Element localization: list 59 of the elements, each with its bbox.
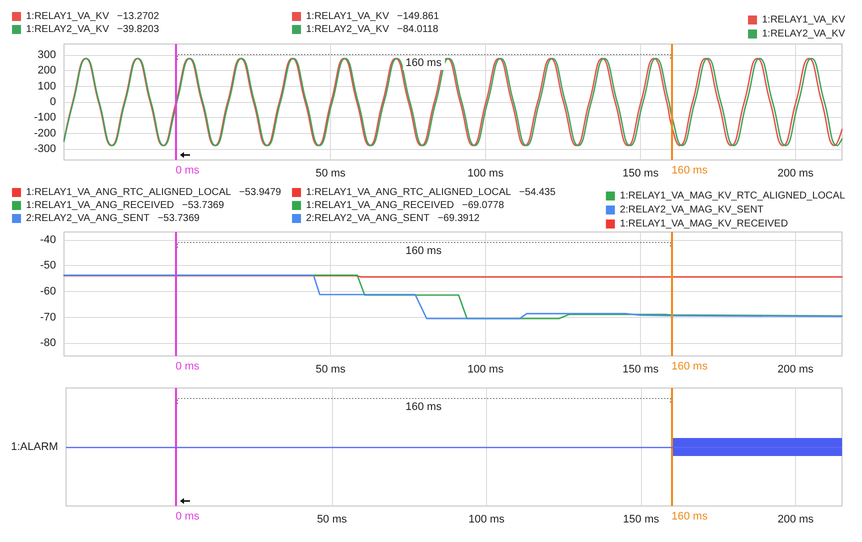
ref-line-label: 160 ms: [672, 360, 708, 372]
text: −84.0118: [397, 23, 438, 36]
text: −53.7369: [158, 212, 200, 225]
legend-label: 1:RELAY2_VA_KV: [762, 28, 846, 40]
y-tick-label: 300: [38, 48, 56, 61]
y-tick-label: -40: [40, 234, 56, 246]
y-tick-label: 100: [38, 80, 56, 92]
y-tick-label: -300: [34, 143, 56, 156]
x-tick-label: 200 ms: [777, 168, 814, 180]
x-tick-label: 50 ms: [316, 514, 348, 526]
legend-label: 1:RELAY1_VA_KV: [762, 14, 846, 26]
text: 2:RELAY2_VA_ANG_SENT: [306, 213, 430, 224]
x-tick-label: 150 ms: [622, 168, 660, 180]
annotation: 160 ms: [402, 57, 445, 70]
x-tick-label: 50 ms: [316, 364, 346, 376]
x-tick-label: 200 ms: [777, 364, 814, 376]
text: −53.9479: [239, 186, 282, 199]
text: 1:RELAY1_VA_KV: [306, 11, 390, 22]
text: −69.3912: [438, 212, 480, 225]
ref-line-label: 0 ms: [176, 164, 200, 176]
x-tick-label: 200 ms: [778, 514, 814, 526]
ref-line-label: 0 ms: [176, 510, 200, 522]
legend-label: 1:RELAY1_VA_MAG_KV_RECEIVED: [620, 218, 788, 230]
text: 1:RELAY2_VA_KV: [306, 24, 390, 35]
y-tick-label: -100: [34, 112, 56, 124]
text: −39.8203: [117, 23, 160, 36]
ref-line-label: 160 ms: [672, 164, 708, 176]
text: 1:RELAY1_VA_KV: [26, 11, 110, 22]
y-tick-label: 0: [50, 96, 56, 108]
annotation: 160 ms: [402, 401, 445, 414]
text: −149.861: [397, 10, 440, 23]
text: 1:RELAY2_VA_KV: [26, 24, 110, 35]
ref-line-label: 0 ms: [176, 360, 200, 372]
text: −54.435: [519, 186, 556, 199]
text: 1:RELAY1_VA_ANG_RECEIVED: [306, 200, 454, 211]
legend-label: 2:RELAY2_VA_ANG_SENT: [26, 212, 150, 225]
legend-label: 1:RELAY1_VA_ANG_RTC_ALIGNED_LOCAL: [26, 186, 232, 199]
legend-label: 1:RELAY1_VA_ANG_RECEIVED: [26, 199, 174, 212]
y-tick-label: 200: [38, 64, 56, 77]
ref-line-label: 160 ms: [672, 510, 708, 522]
x-tick-label: 150 ms: [623, 514, 660, 526]
y-tick-label: -60: [40, 285, 56, 298]
y-tick-label: -70: [40, 311, 56, 324]
y-tick-label: -50: [40, 260, 56, 272]
legend-label: 1:RELAY1_VA_MAG_KV_RTC_ALIGNED_LOCAL: [620, 190, 846, 202]
text: −69.0778: [462, 199, 504, 212]
y-tick-label: 1:ALARM: [10, 441, 58, 453]
legend-label: 2:RELAY2_VA_MAG_KV_SENT: [620, 204, 764, 216]
y-tick-label: -80: [40, 337, 56, 350]
text: −53.7369: [182, 199, 224, 212]
x-tick-label: 150 ms: [622, 364, 660, 376]
x-tick-label: 50 ms: [316, 168, 346, 180]
text: −13.2702: [117, 10, 160, 23]
y-tick-label: -200: [34, 127, 56, 140]
x-tick-label: 100 ms: [468, 168, 504, 180]
annotation: 160 ms: [402, 245, 445, 258]
x-tick-label: 100 ms: [468, 514, 506, 526]
text: 1:RELAY1_VA_ANG_RTC_ALIGNED_LOCAL: [306, 187, 512, 198]
x-tick-label: 100 ms: [468, 364, 504, 376]
